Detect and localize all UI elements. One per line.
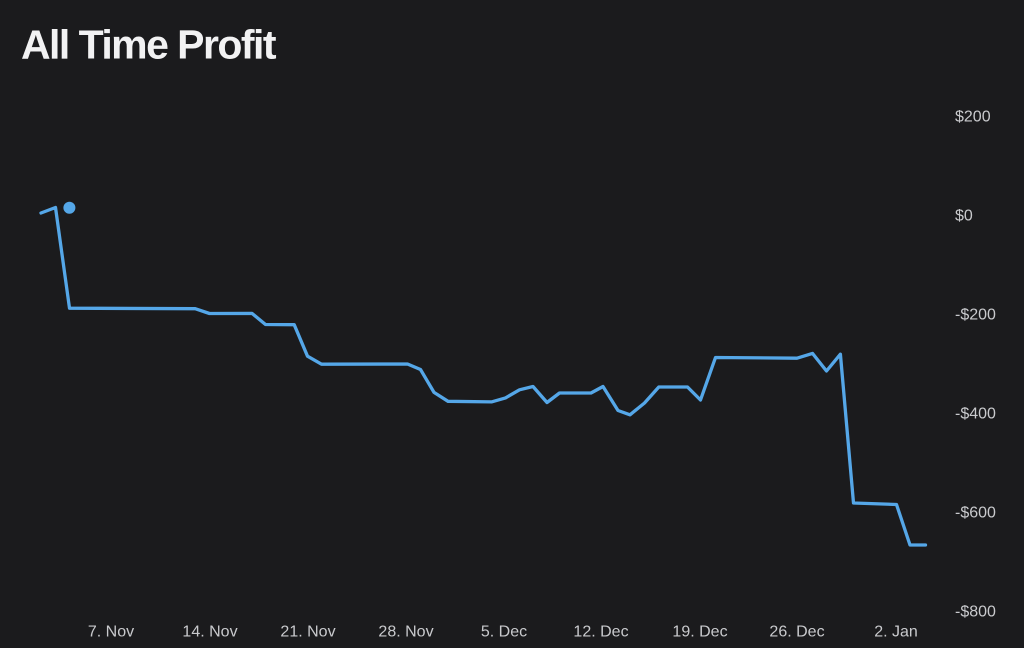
svg-text:$200: $200 xyxy=(955,109,991,126)
svg-text:$0: $0 xyxy=(955,208,973,225)
svg-text:26. Dec: 26. Dec xyxy=(769,624,824,641)
svg-text:2. Jan: 2. Jan xyxy=(874,624,918,641)
svg-text:28. Nov: 28. Nov xyxy=(378,624,433,641)
svg-text:12. Dec: 12. Dec xyxy=(573,624,628,641)
svg-text:21. Nov: 21. Nov xyxy=(280,624,335,641)
svg-text:-$200: -$200 xyxy=(955,307,996,324)
svg-text:19. Dec: 19. Dec xyxy=(672,624,727,641)
svg-text:-$600: -$600 xyxy=(955,505,996,522)
svg-text:7. Nov: 7. Nov xyxy=(88,624,134,641)
svg-text:All Time Profit: All Time Profit xyxy=(21,21,277,67)
svg-text:14. Nov: 14. Nov xyxy=(182,624,237,641)
svg-text:5. Dec: 5. Dec xyxy=(481,624,527,641)
svg-text:-$800: -$800 xyxy=(955,604,996,621)
svg-text:-$400: -$400 xyxy=(955,406,996,423)
